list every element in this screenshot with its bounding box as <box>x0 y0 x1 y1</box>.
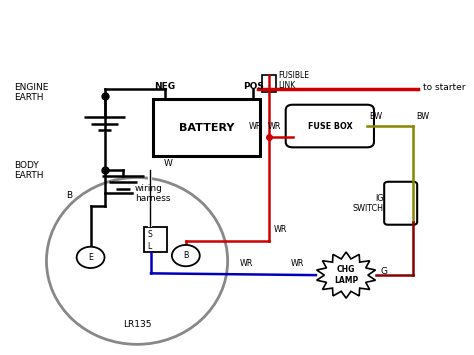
Text: FUSE BOX: FUSE BOX <box>308 121 352 131</box>
Text: W: W <box>164 159 173 168</box>
FancyBboxPatch shape <box>263 75 276 92</box>
Polygon shape <box>317 252 375 298</box>
Text: ENGINE
EARTH: ENGINE EARTH <box>14 83 48 102</box>
Text: BODY
EARTH: BODY EARTH <box>14 161 44 180</box>
Text: WR: WR <box>274 225 287 234</box>
FancyBboxPatch shape <box>384 182 417 225</box>
Text: S: S <box>147 230 152 239</box>
Ellipse shape <box>46 178 228 344</box>
Text: E: E <box>88 253 93 262</box>
FancyBboxPatch shape <box>144 227 167 252</box>
Text: WR: WR <box>239 259 253 268</box>
FancyBboxPatch shape <box>286 105 374 147</box>
Circle shape <box>172 245 200 266</box>
Text: WR: WR <box>249 122 262 131</box>
Text: LR135: LR135 <box>123 320 151 329</box>
Text: B: B <box>183 251 189 260</box>
Text: IG
SWITCH: IG SWITCH <box>352 193 383 213</box>
Text: BW: BW <box>416 112 429 121</box>
Text: wiring
harness: wiring harness <box>135 184 170 203</box>
Text: BATTERY: BATTERY <box>179 123 235 133</box>
Text: WR: WR <box>291 259 304 268</box>
Text: G: G <box>380 267 387 276</box>
Text: FUSIBLE
LINK: FUSIBLE LINK <box>279 71 310 91</box>
Text: L: L <box>147 242 152 251</box>
Text: B: B <box>66 191 72 200</box>
Text: to starter: to starter <box>423 83 465 92</box>
FancyBboxPatch shape <box>153 99 260 156</box>
Text: NEG: NEG <box>155 82 175 91</box>
Text: WR: WR <box>267 122 281 131</box>
Text: CHG
LAMP: CHG LAMP <box>334 266 358 285</box>
Circle shape <box>77 247 105 268</box>
Text: BW: BW <box>369 112 383 121</box>
Text: POS: POS <box>243 82 264 91</box>
